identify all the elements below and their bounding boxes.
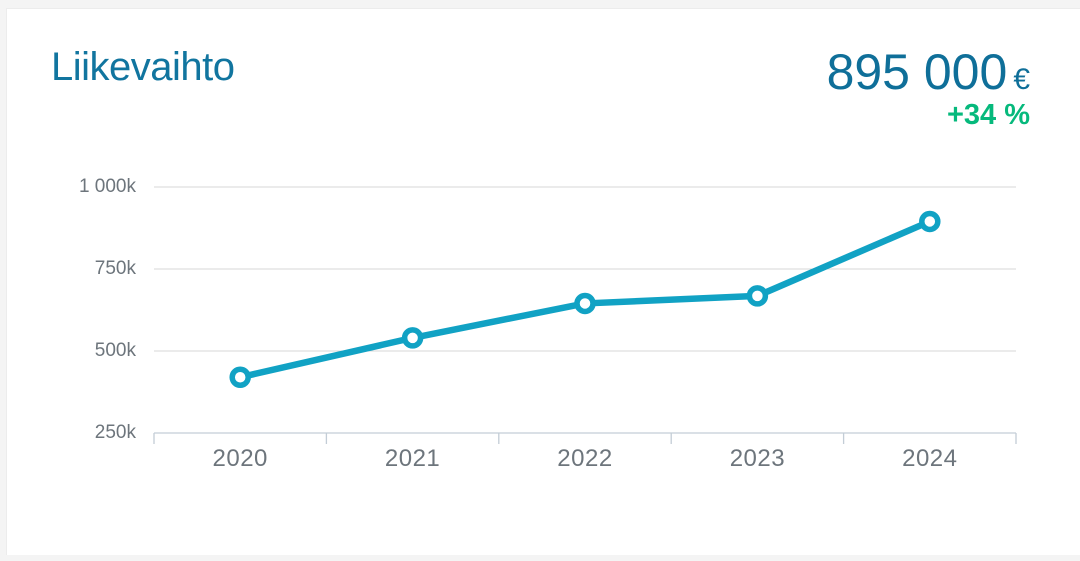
data-point-2023[interactable] — [746, 285, 769, 307]
y-axis-label-1000k: 1 000k — [79, 176, 137, 197]
data-point-2024[interactable] — [919, 210, 941, 233]
card-title: Liikevaihto — [51, 45, 235, 89]
x-axis-label-2023: 2023 — [730, 445, 785, 472]
x-axis-label-2022: 2022 — [557, 445, 612, 472]
kpi-value-line: 895 000 € — [827, 47, 1030, 97]
revenue-kpi-card: Liikevaihto 895 000 € +34 % 250k 500k 750k 1… — [6, 8, 1080, 555]
x-axis-label-2021: 2021 — [385, 445, 440, 472]
kpi-block: 895 000 € +34 % — [827, 47, 1030, 130]
data-point-2021[interactable] — [401, 327, 424, 349]
revenue-line-chart: 250k 500k 750k 1 000k 2020 2021 2022 2023 2024 — [79, 176, 1017, 472]
y-axis-label-500k: 500k — [95, 340, 137, 361]
data-point-2020[interactable] — [229, 366, 251, 388]
kpi-growth-badge: +34 % — [946, 99, 1030, 131]
y-axis-label-250k: 250k — [95, 422, 137, 443]
data-point-2022[interactable] — [574, 292, 596, 315]
x-axis-label-2020: 2020 — [213, 445, 268, 472]
kpi-currency-euro: € — [1013, 63, 1030, 96]
x-axis-label-2024: 2024 — [902, 445, 957, 472]
y-axis-label-750k: 750k — [95, 258, 137, 279]
kpi-value: 895 000 — [826, 44, 1008, 100]
